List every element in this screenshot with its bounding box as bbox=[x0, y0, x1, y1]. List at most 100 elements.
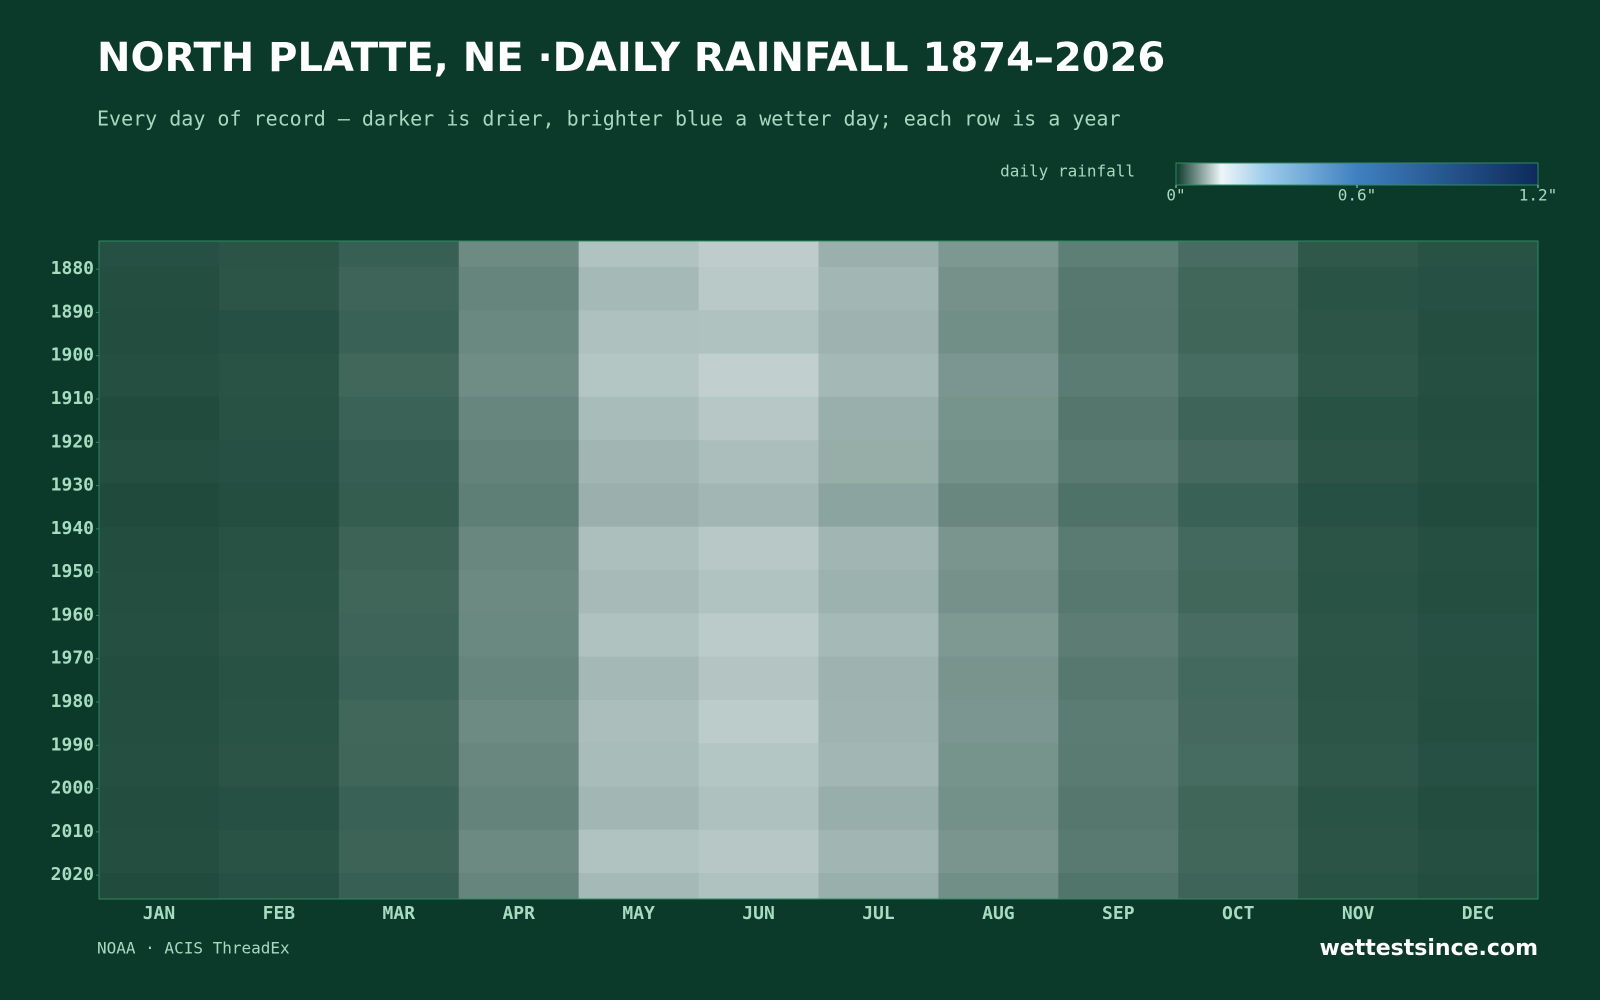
heatmap-cell bbox=[698, 613, 819, 658]
heatmap-cell bbox=[218, 526, 340, 571]
heatmap-cell bbox=[1418, 743, 1539, 787]
heatmap-cell bbox=[99, 396, 220, 441]
heatmap-cell bbox=[458, 440, 580, 484]
heatmap-cell bbox=[99, 656, 220, 701]
heatmap-cell bbox=[1058, 526, 1179, 571]
heatmap-cell bbox=[1298, 483, 1419, 528]
heatmap-cell bbox=[1178, 266, 1299, 311]
heatmap-cell bbox=[99, 353, 220, 398]
heatmap-cell bbox=[818, 440, 939, 484]
heatmap-cell bbox=[458, 699, 580, 744]
heatmap-cell bbox=[938, 526, 1059, 571]
heatmap-cell bbox=[938, 699, 1059, 744]
heatmap-cell bbox=[218, 656, 340, 701]
heatmap-cell bbox=[458, 266, 580, 311]
heatmap-cell bbox=[338, 829, 460, 874]
heatmap-cell bbox=[818, 396, 939, 441]
heatmap-cell bbox=[938, 829, 1059, 874]
x-tick-label: DEC bbox=[1462, 903, 1495, 924]
heatmap-cell bbox=[1178, 483, 1299, 528]
heatmap-cell bbox=[698, 310, 819, 355]
heatmap-cell bbox=[818, 483, 939, 528]
heatmap-cell bbox=[218, 483, 340, 528]
heatmap-cell bbox=[99, 786, 220, 831]
x-tick-label: MAR bbox=[383, 903, 416, 924]
heatmap-cell bbox=[1298, 396, 1419, 441]
heatmap-cell bbox=[1298, 353, 1419, 398]
heatmap-cell bbox=[99, 570, 220, 614]
heatmap-cell bbox=[218, 440, 340, 484]
heatmap-cell bbox=[99, 743, 220, 787]
heatmap-cell bbox=[578, 241, 700, 268]
heatmap-cell bbox=[1058, 699, 1179, 744]
heatmap-cell bbox=[1298, 310, 1419, 355]
heatmap-cell bbox=[1178, 829, 1299, 874]
colorbar bbox=[1175, 162, 1539, 186]
heatmap-cell bbox=[698, 353, 819, 398]
heatmap-cell bbox=[99, 613, 220, 658]
y-tick-label: 1970 bbox=[51, 648, 94, 669]
heatmap-cell bbox=[458, 829, 580, 874]
heatmap-cell bbox=[99, 310, 220, 355]
heatmap-cell bbox=[698, 786, 819, 831]
heatmap-cell bbox=[218, 829, 340, 874]
heatmap-cell bbox=[1178, 353, 1299, 398]
heatmap-cell bbox=[1298, 743, 1419, 787]
heatmap-cell bbox=[1298, 613, 1419, 658]
heatmap-cell bbox=[1058, 266, 1179, 311]
heatmap-cell bbox=[1418, 829, 1539, 874]
heatmap-cell bbox=[218, 310, 340, 355]
source: NOAA · ACIS ThreadEx bbox=[97, 939, 290, 958]
y-tick-label: 1880 bbox=[51, 258, 94, 279]
y-tick-label: 2020 bbox=[51, 864, 94, 885]
heatmap-cell bbox=[1058, 310, 1179, 355]
heatmap-cell bbox=[818, 241, 939, 268]
heatmap-cell bbox=[938, 266, 1059, 311]
heatmap-cell bbox=[698, 743, 819, 787]
chart-title: NORTH PLATTE, NE ·DAILY RAINFALL 1874–20… bbox=[97, 35, 1165, 81]
brand: wettestsince.com bbox=[1319, 936, 1538, 961]
heatmap-cell bbox=[338, 353, 460, 398]
heatmap-cell bbox=[1418, 266, 1539, 311]
heatmap-cell bbox=[458, 526, 580, 571]
y-tick-label: 1920 bbox=[51, 431, 94, 452]
heatmap-cell bbox=[1058, 656, 1179, 701]
heatmap-cell bbox=[698, 241, 819, 268]
heatmap-cell bbox=[1178, 310, 1299, 355]
y-tick-label: 1980 bbox=[51, 691, 94, 712]
y-tick-label: 1990 bbox=[51, 734, 94, 755]
heatmap-cell bbox=[938, 353, 1059, 398]
colorbar-tick-label: 0" bbox=[1166, 186, 1185, 205]
heatmap-cell bbox=[578, 570, 700, 614]
heatmap-cell bbox=[1178, 526, 1299, 571]
heatmap-cell bbox=[1178, 873, 1299, 900]
x-tick-label: JUN bbox=[742, 903, 775, 924]
heatmap-cell bbox=[578, 656, 700, 701]
heatmap-cell bbox=[218, 699, 340, 744]
heatmap-cell bbox=[1418, 873, 1539, 900]
x-tick-label: AUG bbox=[982, 903, 1015, 924]
heatmap-cell bbox=[578, 699, 700, 744]
heatmap-cell bbox=[938, 570, 1059, 614]
heatmap-cell bbox=[218, 396, 340, 441]
heatmap-cell bbox=[1418, 241, 1539, 268]
y-tick-label: 1900 bbox=[51, 345, 94, 366]
heatmap-cell bbox=[218, 570, 340, 614]
heatmap-cell bbox=[1298, 266, 1419, 311]
heatmap-cell bbox=[1418, 613, 1539, 658]
heatmap-cell bbox=[99, 266, 220, 311]
heatmap-cell bbox=[938, 786, 1059, 831]
heatmap-cell bbox=[338, 310, 460, 355]
heatmap-cell bbox=[1178, 743, 1299, 787]
heatmap-cell bbox=[578, 613, 700, 658]
heatmap-cell bbox=[698, 570, 819, 614]
x-tick-label: APR bbox=[502, 903, 535, 924]
heatmap-cell bbox=[818, 699, 939, 744]
heatmap-cell bbox=[1178, 241, 1299, 268]
heatmap-cell bbox=[578, 310, 700, 355]
heatmap-cell bbox=[458, 483, 580, 528]
heatmap-cell bbox=[218, 786, 340, 831]
heatmap-cell bbox=[698, 656, 819, 701]
heatmap-cell bbox=[338, 483, 460, 528]
